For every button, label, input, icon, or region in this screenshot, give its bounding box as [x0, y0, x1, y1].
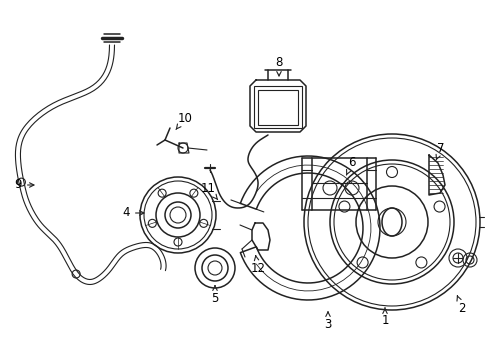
Text: 7: 7: [435, 141, 444, 160]
Bar: [253, 86, 302, 128]
Text: 8: 8: [275, 55, 282, 76]
Text: 3: 3: [324, 312, 331, 332]
Text: 12: 12: [250, 256, 265, 274]
Bar: [258, 90, 297, 125]
Text: 11: 11: [200, 181, 217, 199]
Bar: [311, 158, 366, 210]
Text: 6: 6: [346, 157, 355, 175]
Text: 4: 4: [122, 207, 143, 220]
Text: 9: 9: [15, 179, 34, 192]
Text: 1: 1: [381, 308, 388, 327]
Text: 5: 5: [211, 286, 218, 305]
Text: 10: 10: [176, 112, 192, 130]
Text: 2: 2: [456, 296, 465, 315]
